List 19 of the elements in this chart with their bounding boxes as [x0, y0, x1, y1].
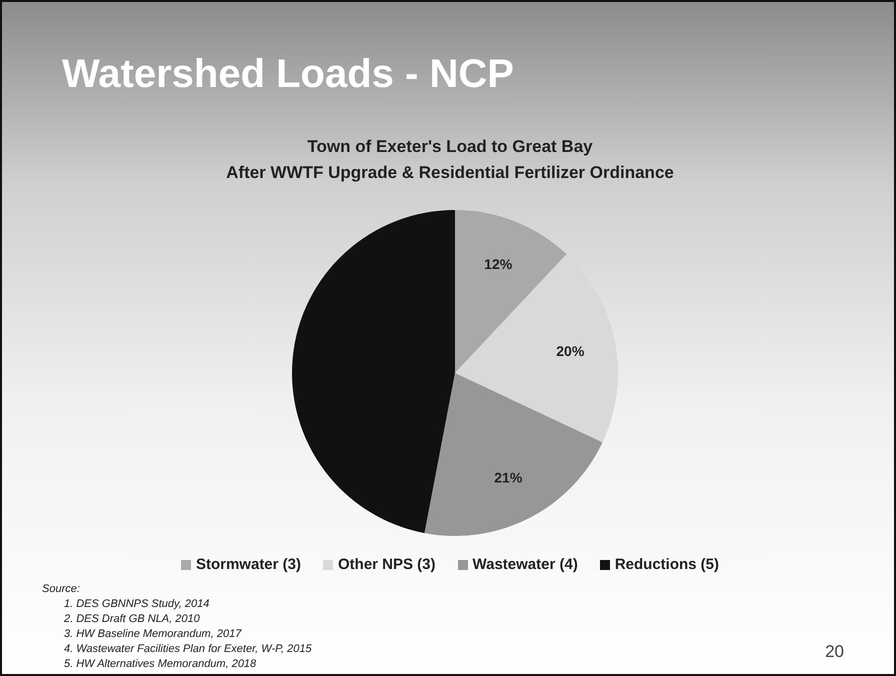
- pie-slice: [455, 254, 618, 442]
- text: 1. DES GBNNPS Study, 2014: [63, 597, 210, 612]
- chart-title: Watershed Loads - NCP: [62, 52, 514, 97]
- chart-subtitle: Town of Exeter's Load to Great Bay After WWTF Upgrade & Residential Fertilizer Ordinance: [225, 136, 675, 184]
- pie-slice: [292, 210, 455, 534]
- data-label: 12%: [484, 256, 513, 272]
- text: 2. DES Draft GB NLA, 2010: [63, 612, 201, 627]
- data-label: 21%: [494, 470, 523, 486]
- legend-label: Other NPS (3): [337, 556, 436, 573]
- legend-label: Wastewater (4): [472, 556, 578, 573]
- text: 5. HW Alternatives Memorandum, 2018: [63, 657, 258, 672]
- legend-label: Reductions (5): [614, 556, 720, 573]
- text: 3. HW Baseline Memorandum, 2017: [63, 627, 243, 642]
- legend-label: Stormwater (3): [194, 556, 301, 573]
- text: 4. Wastewater Facilities Plan for Exeter, W-P, 2015: [63, 642, 312, 657]
- source-note: Source:: [42, 582, 81, 597]
- pie-slice: [424, 373, 602, 536]
- data-label: 20%: [556, 343, 585, 360]
- text: 20: [825, 642, 844, 662]
